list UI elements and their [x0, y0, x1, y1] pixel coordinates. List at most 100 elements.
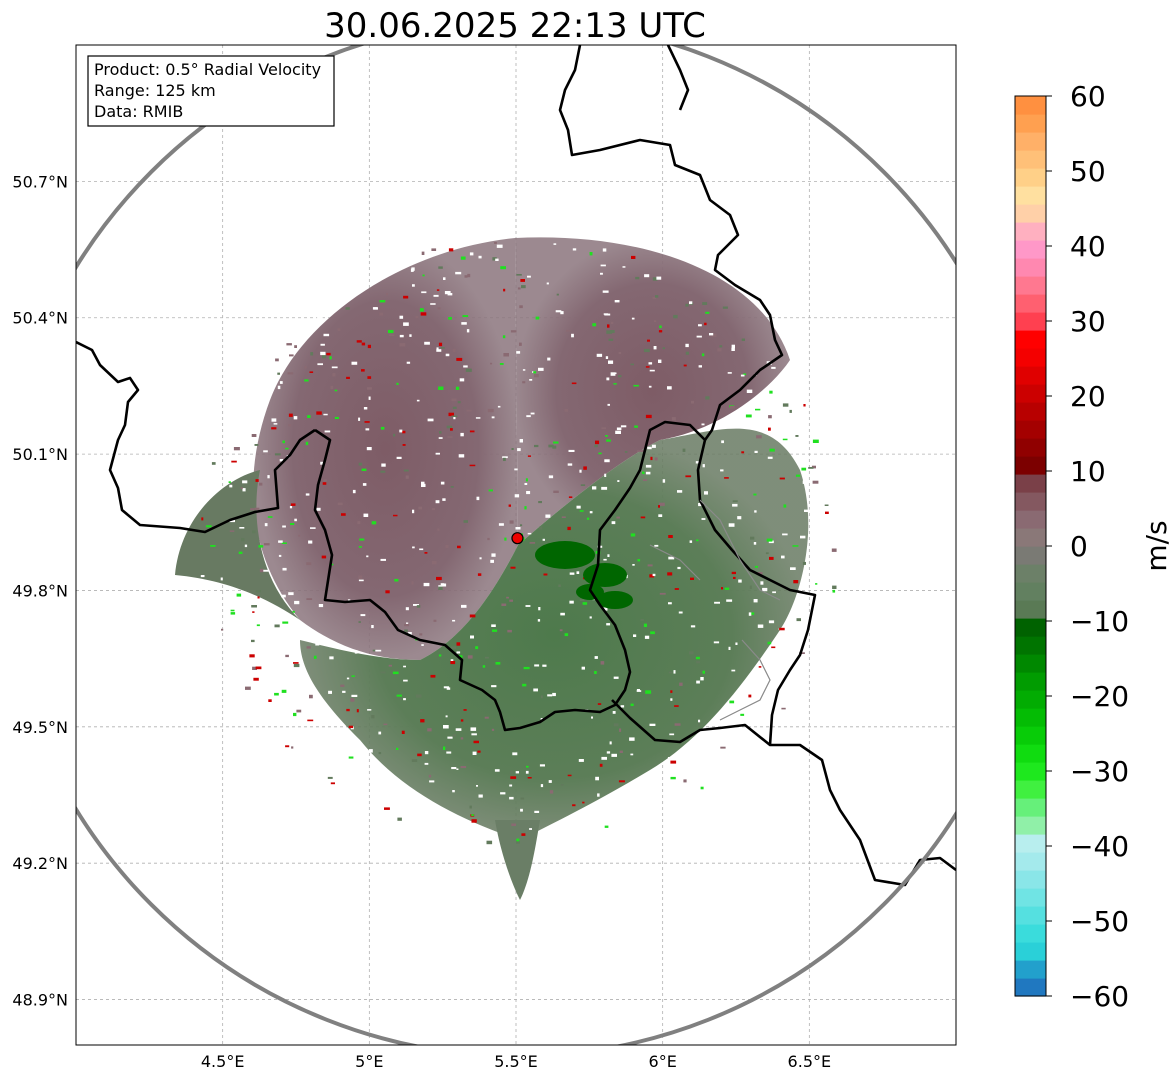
echo-speckle-pixel	[306, 646, 311, 649]
echo-speckle-pixel	[671, 417, 676, 421]
echo-speckle-pixel	[448, 412, 454, 417]
colorbar-segment	[1015, 438, 1046, 457]
echo-approaching-region	[300, 428, 809, 840]
colorbar-segment	[1015, 924, 1046, 943]
echo-speckle-pixel	[781, 707, 786, 710]
echo-speckle-pixel	[583, 466, 587, 470]
echo-speckle-pixel	[792, 545, 799, 547]
echo-speckle-pixel	[431, 560, 437, 565]
echo-speckle-pixel	[385, 590, 390, 594]
echo-speckle-pixel	[380, 671, 386, 674]
echo-speckle-pixel	[313, 655, 317, 659]
echo-speckle-pixel	[366, 447, 372, 451]
echo-speckle-pixel	[617, 480, 620, 482]
echo-speckle-pixel	[318, 604, 324, 608]
echo-speckle-pixel	[463, 520, 468, 523]
echo-speckle-pixel	[388, 329, 394, 334]
echo-speckle-pixel	[424, 762, 429, 765]
echo-speckle-pixel	[445, 828, 452, 831]
echo-speckle-pixel	[415, 694, 422, 698]
echo-speckle-pixel	[394, 578, 399, 582]
echo-speckle-pixel	[369, 776, 375, 778]
echo-speckle-pixel	[632, 564, 635, 566]
echo-speckle-pixel	[310, 352, 314, 356]
echo-speckle-pixel	[553, 490, 559, 493]
echo-speckle-pixel	[535, 316, 540, 320]
echo-speckle-pixel	[271, 427, 277, 430]
echo-speckle	[200, 239, 841, 845]
echo-speckle-pixel	[405, 475, 409, 479]
echo-speckle-pixel	[492, 257, 497, 261]
echo-speckle-pixel	[516, 351, 521, 354]
echo-speckle-pixel	[527, 275, 531, 278]
echo-speckle-pixel	[825, 511, 829, 514]
echo-speckle-pixel	[512, 752, 518, 756]
echo-speckle-pixel	[549, 790, 554, 794]
echo-speckle-pixel	[533, 688, 538, 692]
echo-speckle-pixel	[402, 430, 406, 434]
echo-speckle-pixel	[494, 769, 500, 772]
lon-tick-label: 6.5°E	[788, 1052, 832, 1071]
echo-speckle-pixel	[469, 252, 474, 256]
echo-speckle-pixel	[241, 538, 245, 542]
echo-speckle-pixel	[610, 330, 615, 333]
echo-speckle-pixel	[501, 603, 507, 606]
echo-speckle-pixel	[259, 482, 263, 486]
colorbar-segment	[1015, 276, 1046, 295]
echo-speckle-pixel	[273, 423, 278, 425]
echo-speckle-pixel	[383, 723, 388, 726]
echo-speckle-pixel	[529, 542, 536, 544]
echo-speckle-pixel	[292, 610, 295, 613]
echo-speckle-pixel	[636, 689, 640, 691]
echo-speckle-pixel	[622, 266, 626, 268]
echo-speckle-pixel	[522, 381, 526, 384]
echo-speckle-pixel	[430, 303, 436, 305]
echo-speckle-pixel	[456, 651, 461, 654]
colorbar-segment	[1015, 852, 1046, 871]
echo-speckle-pixel	[309, 371, 314, 373]
echo-speckle-pixel	[210, 545, 216, 547]
echo-speckle-pixel	[589, 511, 593, 514]
echo-speckle-pixel	[720, 746, 726, 749]
echo-speckle-pixel	[329, 304, 333, 306]
echo-speckle-pixel	[451, 398, 457, 402]
echo-speckle-pixel	[274, 624, 280, 628]
colorbar-segment	[1015, 222, 1046, 241]
echo-speckle-pixel	[378, 752, 382, 755]
echo-speckle-pixel	[539, 526, 543, 530]
echo-speckle-pixel	[722, 306, 728, 309]
colorbar-segment	[1015, 906, 1046, 925]
echo-speckle-pixel	[456, 357, 463, 361]
echo-speckle-pixel	[246, 465, 250, 468]
colorbar-segment	[1015, 726, 1046, 745]
map-area	[76, 45, 956, 1045]
echo-speckle-pixel	[475, 417, 481, 419]
echo-speckle-pixel	[767, 456, 773, 459]
echo-speckle-pixel	[470, 727, 477, 731]
echo-speckle-pixel	[443, 746, 446, 750]
echo-speckle-pixel	[613, 372, 617, 375]
echo-speckle-pixel	[650, 631, 655, 635]
echo-speckle-pixel	[608, 338, 614, 341]
echo-speckle-pixel	[543, 573, 548, 576]
echo-speckle-pixel	[771, 410, 776, 414]
echo-speckle-pixel	[814, 444, 817, 446]
echo-speckle-pixel	[228, 481, 231, 483]
echo-speckle-pixel	[469, 805, 472, 809]
echo-speckle-pixel	[647, 339, 650, 342]
echo-speckle-pixel	[290, 503, 296, 506]
echo-speckle-pixel	[696, 335, 702, 338]
echo-speckle-pixel	[620, 425, 627, 428]
echo-speckle-pixel	[242, 480, 248, 484]
echo-speckle-pixel	[753, 599, 758, 603]
echo-speckle-pixel	[450, 646, 456, 649]
echo-speckle-pixel	[408, 632, 412, 635]
echo-speckle-pixel	[259, 568, 264, 573]
colorbar-segment	[1015, 150, 1046, 169]
echo-speckle-pixel	[680, 777, 685, 780]
echo-speckle-pixel	[647, 446, 652, 450]
echo-speckle-pixel	[205, 525, 212, 528]
echo-speckle-pixel	[755, 408, 761, 411]
internal-boundaries	[649, 499, 781, 721]
echo-speckle-pixel	[835, 560, 841, 563]
